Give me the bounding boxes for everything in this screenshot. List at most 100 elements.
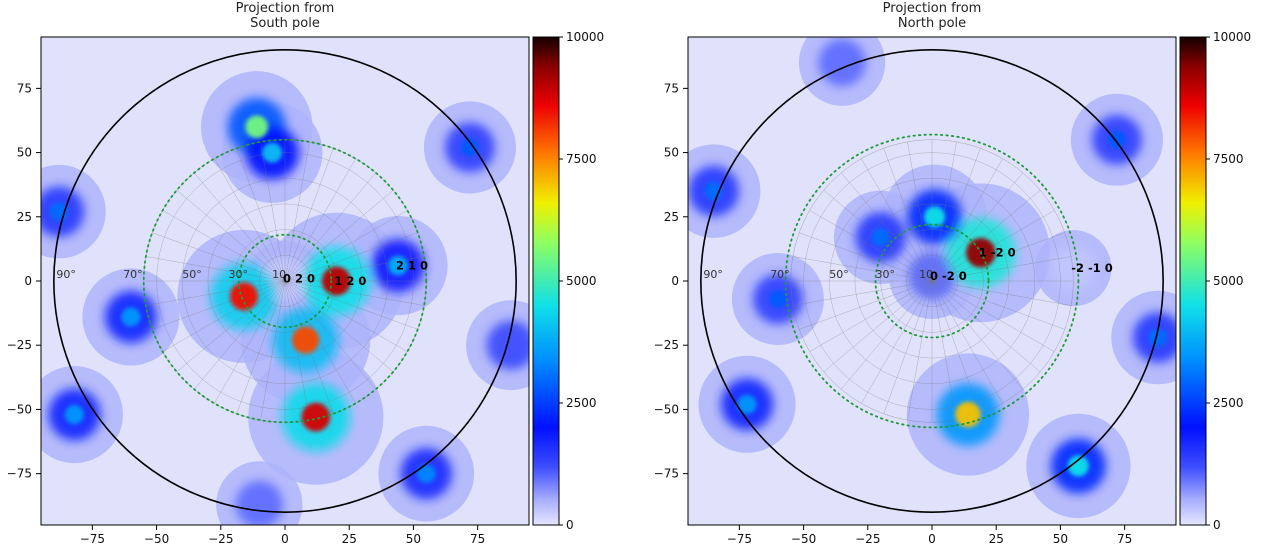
y-tick-label: −75 [7,467,32,481]
grid-meridian [931,141,957,282]
angle-label: 70° [770,268,790,281]
panel-north-pole: Projection from North pole 90° 70° 50° 30° 1… [654,1,1252,546]
grid-meridian [145,280,286,306]
grid-meridian [284,232,418,282]
intensity-peak [460,138,479,157]
grid-meridian [861,158,933,282]
grid-meridian [931,280,1023,390]
grid-meridian [152,232,286,282]
polar-grid [790,139,1074,423]
grid-meridian [145,256,286,282]
y-tick-label: −75 [654,467,679,481]
grid-meridian [260,280,286,421]
grid-meridian [907,141,933,282]
guide-circles [700,49,1164,513]
grid-meridian [260,141,286,282]
x-tick-label: 25 [989,532,1004,546]
x-tick-label: −25 [208,532,233,546]
grid-parallel [880,229,984,333]
grid-meridian [284,280,418,330]
grid-meridian [284,158,356,282]
grid-meridian [799,232,933,282]
peak-label: 1 2 0 [334,274,366,288]
colorbar-tick-label: 10000 [1213,30,1251,44]
x-axis: −75 −50 −25 0 25 50 75 [80,525,485,546]
outer-circle [700,49,1164,513]
grid-meridian [841,280,933,390]
grid-meridian [792,280,933,306]
colorbar-bar [532,36,560,526]
intensity-blob [818,39,866,87]
grid-parallel [182,178,388,384]
grid-meridian [214,280,286,404]
intensity-peak [321,266,351,296]
y-tick-label: 75 [17,81,32,95]
peak-label: 1 -2 0 [979,246,1016,260]
y-tick-label: 25 [664,210,679,224]
grid-meridian [214,158,286,282]
colorbar-tick-label: 5000 [566,274,597,288]
grid-meridian [931,280,981,414]
intensity-peak [64,404,84,425]
y-tick-label: 50 [17,146,32,160]
grid-meridian [931,280,1065,330]
grid-meridian [907,280,933,421]
intensity-peak [121,307,141,327]
y-tick-label: 50 [664,146,679,160]
x-axis: −75 −50 −25 0 25 50 75 [727,525,1132,546]
grid-meridian [284,280,425,306]
y-tick-label: 75 [664,81,679,95]
grid-meridian [931,190,1041,282]
intensity-peak [49,202,69,221]
x-tick-label: 25 [342,532,357,546]
grid-meridian [931,158,1003,282]
angle-label: 10 [919,268,933,281]
grid-meridian [176,280,286,372]
grid-meridian [284,148,334,282]
y-axis: 75 50 25 0 −25 −50 −75 [7,81,41,481]
angle-labels: 90° 70° 50° 30° 10 [703,268,933,281]
grid-meridian [236,280,286,414]
colorbar-tick-label: 5000 [1213,274,1244,288]
grid-meridian [809,280,933,352]
colorbar-tick-label: 2500 [1213,396,1244,410]
grid-meridian [799,280,933,330]
colorbar-tick-label: 2500 [566,396,597,410]
intensity-peak [871,228,890,247]
intensity-peak [1067,455,1089,477]
intensity-peak [245,115,269,139]
chart-title-line2: North pole [898,16,966,31]
y-tick-label: −25 [7,338,32,352]
plot-area: 90° 70° 50° 30° 10 0 -2 0 1 -2 0 -2 -1 0 [688,37,1176,525]
x-tick-label: −75 [80,532,105,546]
angle-label: 90° [56,268,75,281]
grid-meridian [931,148,981,282]
grid-meridian [931,280,957,421]
grid-meridian [841,172,933,282]
dotted-circle [142,138,428,424]
grid-meridian [883,280,933,414]
grid-meridian [284,210,408,282]
grid-meridian [931,280,1041,372]
grid-meridian [194,172,286,282]
x-tick-label: 0 [928,532,936,546]
angle-label: 90° [703,268,723,281]
intensity-peak [388,255,408,276]
intensity-blob [1051,246,1095,290]
grid-meridian [931,232,1065,282]
intensity-blob [235,480,283,525]
grid-meridian [194,280,286,390]
grid-meridian [284,280,408,352]
grid-meridian [284,280,394,372]
angle-label: 30° [875,268,895,281]
colorbar-ticks: 0 2500 5000 7500 10000 [1206,30,1251,532]
x-tick-label: −75 [727,532,752,546]
grid-meridian [176,190,286,282]
panel-south-pole: Projection from South pole 90° 70° 50° 30° 1… [7,1,605,546]
intensity-peak [1148,328,1168,347]
x-tick-label: −50 [144,532,169,546]
x-tick-label: −25 [855,532,880,546]
outer-circle [53,49,517,513]
dotted-circle [237,233,333,329]
colorbar-tick-label: 7500 [566,152,597,166]
